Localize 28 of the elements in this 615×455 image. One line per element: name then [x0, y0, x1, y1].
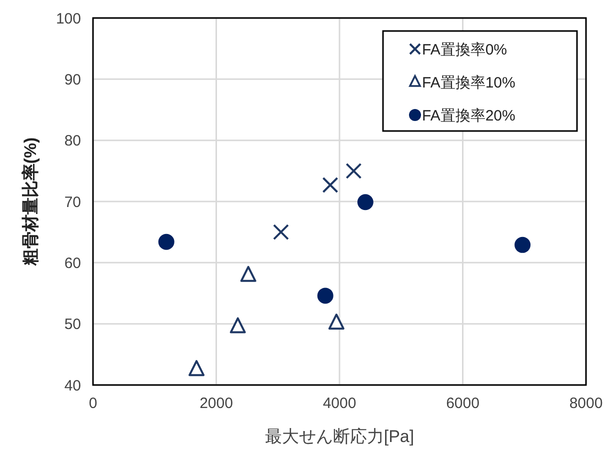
point — [317, 288, 334, 304]
x-tick-label: 2000 — [200, 395, 233, 412]
y-tick-label: 50 — [64, 316, 81, 334]
point — [322, 176, 338, 193]
legend-label: FA置換率0% — [422, 41, 508, 58]
y-tick-label: 70 — [64, 194, 81, 211]
y-tick-label: 60 — [64, 254, 81, 272]
point — [230, 317, 246, 334]
point — [514, 236, 531, 253]
y-tick-label: 100 — [56, 10, 81, 28]
x-tick-label: 6000 — [446, 395, 480, 412]
y-tick-label: 90 — [64, 71, 81, 88]
point — [272, 224, 289, 240]
point — [188, 360, 205, 376]
x-tick-label: 8000 — [569, 395, 603, 412]
legend-label: FA置換率20% — [422, 107, 516, 124]
legend-label: FA置換率10% — [422, 74, 516, 92]
y-tick-label: 40 — [64, 377, 81, 394]
point — [328, 314, 344, 330]
x-tick-label: 4000 — [322, 395, 356, 412]
y-axis-title: 粗骨材量比率(%) — [20, 137, 40, 267]
point — [346, 162, 362, 179]
point — [357, 194, 374, 210]
point — [240, 266, 256, 282]
x-axis-title: 最大せん断応力[Pa] — [264, 427, 414, 446]
y-tick-label: 80 — [64, 132, 81, 150]
point — [158, 234, 174, 250]
x-tick-label: 0 — [88, 395, 98, 412]
